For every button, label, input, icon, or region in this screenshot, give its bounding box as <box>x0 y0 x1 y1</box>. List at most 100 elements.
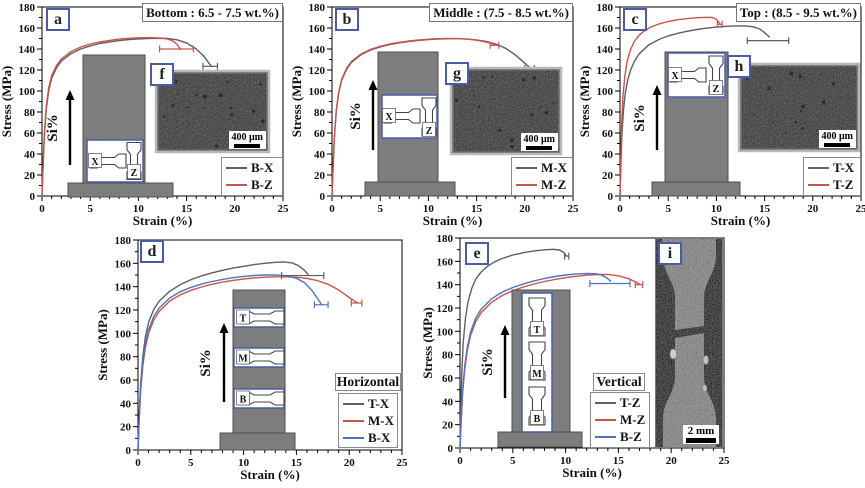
x-tick-label: 10 <box>238 457 250 469</box>
plot-title-b: Middle : (7.5 - 8.5 wt.%) <box>429 3 573 22</box>
legend-label: B-Z <box>620 429 642 444</box>
legend-entry: B-X <box>339 429 397 446</box>
y-tick-label: 40 <box>120 398 132 410</box>
micrograph-h: 400 μm <box>737 62 861 153</box>
y-tick-label: 80 <box>24 107 36 119</box>
x-tick-label: 15 <box>759 203 771 215</box>
y-tick-label: 40 <box>24 149 36 161</box>
legend-line-sample <box>343 419 364 422</box>
panel-letter-d: d <box>140 240 164 263</box>
y-tick-label: 180 <box>309 2 326 14</box>
x-tick-label: 5 <box>510 455 516 467</box>
curve-d-M-X <box>137 276 359 451</box>
x-tick-label: 0 <box>135 457 141 469</box>
y-axis-label: Stress (MPa) <box>0 66 14 138</box>
legend-entry: T-X <box>804 159 860 176</box>
x-tick-label: 10 <box>133 203 145 215</box>
x-tick-label: 25 <box>278 203 290 215</box>
curve-d-T-X <box>137 261 309 451</box>
curve-c-T-X <box>619 25 771 197</box>
y-tick-label: 100 <box>437 326 454 338</box>
y-tick-label: 140 <box>19 44 36 56</box>
y-tick-label: 20 <box>120 422 132 434</box>
y-tick-label: 100 <box>309 86 326 98</box>
x-tick-label: 20 <box>344 457 356 469</box>
y-tick-label: 120 <box>115 305 132 317</box>
y-tick-label: 100 <box>597 86 614 98</box>
y-tick-label: 20 <box>602 170 614 182</box>
legend-label: M-Z <box>620 412 646 427</box>
legend-label: T-X <box>833 160 855 175</box>
pillar-inset: X Z Si% <box>348 51 456 197</box>
pillar-inset: X Z Si% <box>45 54 174 198</box>
legend-line-sample <box>343 402 364 405</box>
y-tick-label: 120 <box>597 65 614 77</box>
legend-line-sample <box>808 166 829 169</box>
scale-bar: 400 μm <box>520 133 558 151</box>
panel-e: 0 5 10 15 20 25 0 20 40 60 80 100 120 140 160 180 Strain… <box>420 230 865 488</box>
x-tick-label: 5 <box>188 457 194 469</box>
inset-letter-g: g <box>445 62 469 85</box>
x-tick-label: 10 <box>711 203 723 215</box>
x-axis-label: Strain (%) <box>711 213 771 228</box>
y-tick-label: 180 <box>19 2 36 14</box>
legend-line-sample <box>808 183 829 186</box>
y-tick-label: 20 <box>24 170 36 182</box>
svg-text:T: T <box>240 313 247 324</box>
curve-d-B-X <box>137 274 323 451</box>
legend-a: B-X B-Z <box>221 157 283 196</box>
svg-text:M: M <box>532 369 542 380</box>
pillar-base <box>364 181 456 197</box>
axis-ticks <box>327 6 574 201</box>
y-axis-label: Stress (MPa) <box>95 309 110 381</box>
inset-letter-f: f <box>150 63 174 86</box>
svg-text:M: M <box>238 353 248 364</box>
legend-line-sample <box>226 166 247 169</box>
x-tick-label: 25 <box>719 455 731 467</box>
y-tick-label: 0 <box>608 191 614 203</box>
x-tick-label: 5 <box>87 203 93 215</box>
svg-text:B: B <box>240 394 247 405</box>
x-axis-label: Strain (%) <box>240 467 300 482</box>
panel-letter-b: b <box>335 8 359 31</box>
si-gradient-arrow-icon <box>219 323 229 402</box>
legend-entry: M-X <box>339 412 397 429</box>
curve-e-B-Z <box>459 272 612 449</box>
scale-bar-line <box>824 143 851 147</box>
legend-entry: M-Z <box>591 411 649 428</box>
si-gradient-arrow-icon <box>368 80 378 150</box>
svg-text:Z: Z <box>713 84 720 95</box>
svg-text:Z: Z <box>131 168 138 179</box>
legend-line-sample <box>343 436 364 439</box>
y-tick-label: 160 <box>115 258 132 270</box>
y-tick-label: 40 <box>602 149 614 161</box>
legend-label: T-Z <box>833 177 854 192</box>
curves <box>331 37 532 197</box>
y-tick-label: 160 <box>19 23 36 35</box>
axis-ticks <box>455 237 725 453</box>
y-tick-label: 180 <box>597 2 614 14</box>
x-tick-label: 25 <box>397 457 409 469</box>
legend-d: T-X M-X B-X <box>338 393 398 448</box>
y-tick-label: 80 <box>120 352 132 364</box>
error-bars <box>716 20 790 45</box>
x-tick-label: 15 <box>471 203 483 215</box>
y-tick-label: 80 <box>442 350 454 362</box>
plot-title-a: Bottom : 6.5 - 7.5 wt.%) <box>142 3 283 22</box>
legend-c: T-X T-Z <box>803 157 861 196</box>
si-percent-label: Si% <box>198 349 214 377</box>
x-tick-label: 0 <box>329 203 335 215</box>
y-tick-label: 80 <box>314 107 326 119</box>
legend-entry: B-Z <box>591 428 649 445</box>
y-axis-label: Stress (MPa) <box>420 307 435 379</box>
scale-bar-label: 400 μm <box>231 132 264 143</box>
x-tick-label: 15 <box>181 203 193 215</box>
pillar-inset: T M B Si% <box>480 289 583 448</box>
pillar-inset: T M B Si% <box>198 289 296 451</box>
x-tick-label: 10 <box>423 203 435 215</box>
scale-bar-line <box>686 438 716 443</box>
svg-text:T: T <box>534 325 541 336</box>
inset-letter-h: h <box>727 55 751 78</box>
y-tick-label: 160 <box>437 256 454 268</box>
